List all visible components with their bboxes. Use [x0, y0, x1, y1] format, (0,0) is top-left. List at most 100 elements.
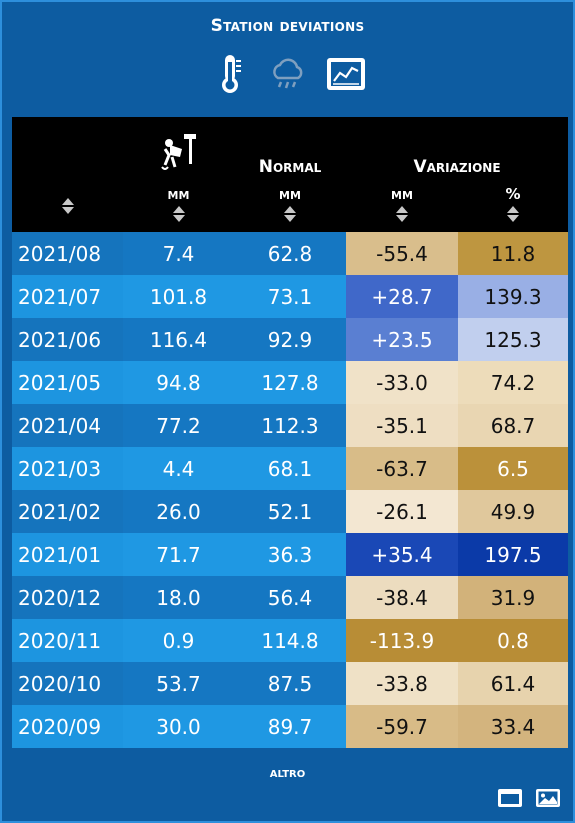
- var-pct-cell: 61.4: [458, 662, 569, 705]
- table-row: 2020/09 30.0 89.7 -59.7 33.4: [12, 705, 569, 748]
- var-pct-cell: 0.8: [458, 619, 569, 662]
- date-sort-header[interactable]: [12, 177, 123, 232]
- date-cell: 2021/03: [12, 447, 123, 490]
- normal-cell: 56.4: [234, 576, 346, 619]
- mm-sort-header[interactable]: mm: [123, 177, 234, 232]
- var-mm-cell: +23.5: [346, 318, 458, 361]
- var-mm-cell: -33.0: [346, 361, 458, 404]
- unit-label: %: [505, 185, 521, 203]
- widget-title: Station deviations: [210, 16, 365, 36]
- var-pct-sort-header[interactable]: %: [458, 177, 568, 232]
- table-row: 2021/03 4.4 68.1 -63.7 6.5: [12, 447, 569, 490]
- sort-icon[interactable]: [172, 205, 186, 223]
- station-icon: [160, 134, 196, 170]
- altro-link[interactable]: altro: [269, 765, 306, 781]
- sort-icon[interactable]: [61, 197, 75, 215]
- date-cell: 2020/10: [12, 662, 123, 705]
- mm-cell: 71.7: [123, 533, 234, 576]
- var-pct-cell: 139.3: [458, 275, 569, 318]
- window-icon[interactable]: [497, 787, 523, 809]
- var-pct-cell: 197.5: [458, 533, 569, 576]
- header-blank: [12, 117, 123, 177]
- mm-cell: 77.2: [123, 404, 234, 447]
- table-body: 2021/08 7.4 62.8 -55.4 11.8 2021/07 101.8 73.1 +…: [12, 232, 569, 748]
- normal-cell: 114.8: [234, 619, 346, 662]
- mm-cell: 53.7: [123, 662, 234, 705]
- normal-cell: 73.1: [234, 275, 346, 318]
- sort-icon[interactable]: [395, 205, 409, 223]
- var-pct-cell: 33.4: [458, 705, 569, 748]
- sort-icon[interactable]: [283, 205, 297, 223]
- var-pct-cell: 68.7: [458, 404, 569, 447]
- date-cell: 2021/01: [12, 533, 123, 576]
- table-row: 2021/06 116.4 92.9 +23.5 125.3: [12, 318, 569, 361]
- table-row: 2020/10 53.7 87.5 -33.8 61.4: [12, 662, 569, 705]
- var-pct-cell: 125.3: [458, 318, 569, 361]
- var-mm-cell: -113.9: [346, 619, 458, 662]
- mm-cell: 26.0: [123, 490, 234, 533]
- mm-cell: 4.4: [123, 447, 234, 490]
- var-mm-cell: +28.7: [346, 275, 458, 318]
- var-pct-cell: 11.8: [458, 232, 569, 275]
- mm-cell: 116.4: [123, 318, 234, 361]
- variazione-column-header: Variazione: [413, 157, 501, 177]
- var-mm-cell: -35.1: [346, 404, 458, 447]
- normal-cell: 92.9: [234, 318, 346, 361]
- normal-sort-header[interactable]: mm: [234, 177, 346, 232]
- normal-cell: 36.3: [234, 533, 346, 576]
- normal-cell: 52.1: [234, 490, 346, 533]
- date-cell: 2021/04: [12, 404, 123, 447]
- image-icon[interactable]: [535, 787, 561, 809]
- date-cell: 2020/12: [12, 576, 123, 619]
- normal-cell: 127.8: [234, 361, 346, 404]
- view-switcher: [2, 52, 573, 96]
- mm-cell: 101.8: [123, 275, 234, 318]
- deviation-table: Normal Variazione mm mm mm: [12, 117, 569, 748]
- chart-icon[interactable]: [326, 54, 366, 94]
- footer-icons: [497, 787, 561, 809]
- mm-cell: 94.8: [123, 361, 234, 404]
- var-mm-cell: -63.7: [346, 447, 458, 490]
- thermometer-icon[interactable]: [210, 54, 250, 94]
- date-cell: 2021/08: [12, 232, 123, 275]
- normal-cell: 62.8: [234, 232, 346, 275]
- normal-cell: 87.5: [234, 662, 346, 705]
- var-mm-cell: -59.7: [346, 705, 458, 748]
- mm-cell: 18.0: [123, 576, 234, 619]
- mm-cell: 30.0: [123, 705, 234, 748]
- var-mm-sort-header[interactable]: mm: [346, 177, 458, 232]
- sort-icon[interactable]: [506, 205, 520, 223]
- var-pct-cell: 49.9: [458, 490, 569, 533]
- date-cell: 2021/05: [12, 361, 123, 404]
- var-mm-cell: -26.1: [346, 490, 458, 533]
- date-cell: 2020/09: [12, 705, 123, 748]
- table-row: 2020/11 0.9 114.8 -113.9 0.8: [12, 619, 569, 662]
- unit-label: mm: [391, 185, 413, 203]
- date-cell: 2020/11: [12, 619, 123, 662]
- var-pct-cell: 31.9: [458, 576, 569, 619]
- unit-label: mm: [167, 185, 190, 203]
- table-row: 2020/12 18.0 56.4 -38.4 31.9: [12, 576, 569, 619]
- normal-cell: 89.7: [234, 705, 346, 748]
- table-row: 2021/04 77.2 112.3 -35.1 68.7: [12, 404, 569, 447]
- date-cell: 2021/07: [12, 275, 123, 318]
- table-row: 2021/05 94.8 127.8 -33.0 74.2: [12, 361, 569, 404]
- var-mm-cell: -33.8: [346, 662, 458, 705]
- var-pct-cell: 74.2: [458, 361, 569, 404]
- date-cell: 2021/02: [12, 490, 123, 533]
- var-pct-cell: 6.5: [458, 447, 569, 490]
- mm-cell: 0.9: [123, 619, 234, 662]
- normal-column-header: Normal: [258, 157, 322, 177]
- date-cell: 2021/06: [12, 318, 123, 361]
- var-mm-cell: -38.4: [346, 576, 458, 619]
- mm-cell: 7.4: [123, 232, 234, 275]
- table-row: 2021/08 7.4 62.8 -55.4 11.8: [12, 232, 569, 275]
- table-row: 2021/02 26.0 52.1 -26.1 49.9: [12, 490, 569, 533]
- var-mm-cell: -55.4: [346, 232, 458, 275]
- table-row: 2021/07 101.8 73.1 +28.7 139.3: [12, 275, 569, 318]
- normal-cell: 68.1: [234, 447, 346, 490]
- table-row: 2021/01 71.7 36.3 +35.4 197.5: [12, 533, 569, 576]
- rain-cloud-icon[interactable]: [268, 54, 308, 94]
- var-mm-cell: +35.4: [346, 533, 458, 576]
